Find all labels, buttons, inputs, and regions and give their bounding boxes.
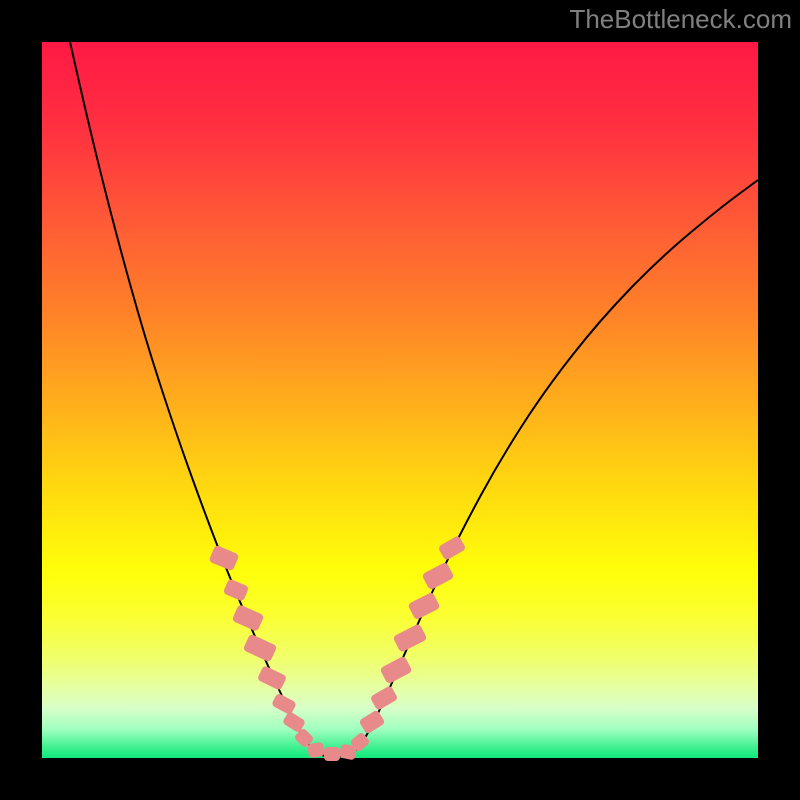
data-marker	[324, 747, 340, 761]
chart-root: TheBottleneck.com	[0, 0, 800, 800]
bottleneck-chart-svg	[0, 0, 800, 800]
watermark-text: TheBottleneck.com	[569, 4, 792, 35]
plot-area	[42, 42, 758, 758]
